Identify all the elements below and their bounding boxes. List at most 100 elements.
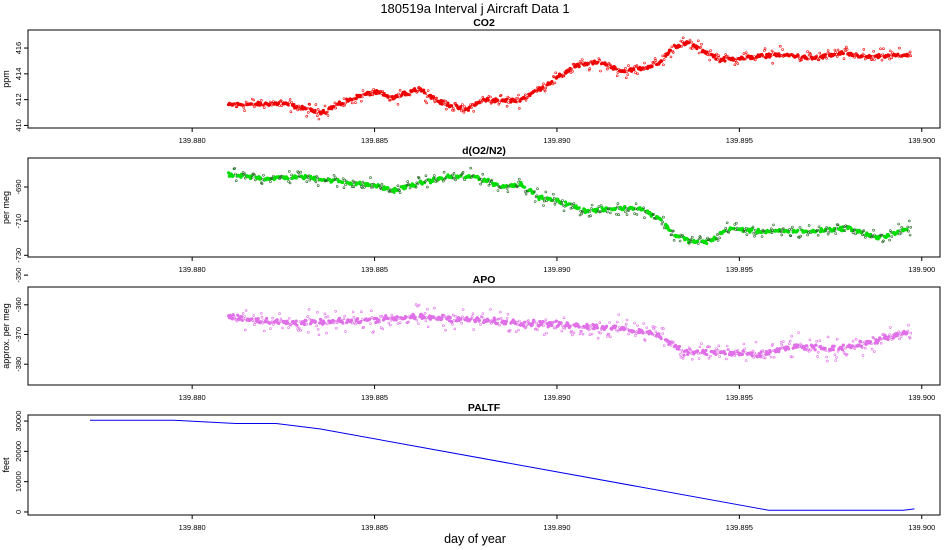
data-point (862, 48, 866, 51)
data-point (697, 237, 701, 241)
data-point (750, 354, 754, 358)
data-point (853, 347, 857, 350)
data-point (725, 221, 729, 225)
data-point (624, 210, 627, 214)
data-point (699, 46, 702, 49)
data-point (451, 322, 454, 326)
data-point (604, 63, 609, 67)
data-point (799, 234, 803, 238)
data-point (696, 39, 700, 43)
data-point (517, 319, 521, 323)
data-point (860, 346, 864, 350)
data-point (625, 70, 629, 73)
data-point (607, 332, 611, 336)
data-point (368, 317, 372, 321)
data-point (779, 230, 783, 234)
data-point (443, 315, 447, 319)
data-point (661, 54, 665, 58)
data-point (462, 110, 466, 114)
y-tick-label: -360 (14, 297, 23, 312)
data-point (743, 347, 746, 351)
data-point (544, 318, 548, 322)
data-point (395, 189, 399, 193)
data-point (279, 317, 283, 321)
data-point (505, 104, 509, 108)
data-point (723, 59, 727, 63)
data-point (287, 104, 290, 107)
data-point (560, 329, 564, 333)
data-point (781, 227, 785, 230)
data-point (881, 53, 885, 56)
data-point (887, 234, 891, 238)
data-point (496, 98, 500, 102)
data-point (287, 170, 291, 173)
data-point (344, 101, 347, 105)
data-point (753, 58, 757, 62)
data-point (824, 229, 828, 233)
data-point (744, 351, 747, 354)
data-point (689, 238, 693, 241)
data-point (627, 332, 630, 336)
data-point (677, 344, 682, 349)
data-point (633, 321, 636, 325)
data-point (372, 88, 375, 91)
data-point (617, 213, 621, 216)
data-point (682, 353, 686, 357)
data-point (271, 316, 275, 320)
data-point (860, 233, 864, 237)
x-tick-label: 139.900 (908, 136, 935, 145)
data-point (882, 47, 885, 51)
data-point (244, 176, 247, 180)
data-point (696, 242, 700, 245)
data-point (414, 186, 418, 189)
data-point (469, 166, 473, 170)
data-point (453, 327, 457, 331)
data-point (340, 180, 345, 185)
data-point (269, 101, 273, 105)
data-point (733, 354, 737, 357)
data-point (313, 108, 317, 113)
data-point (880, 337, 884, 341)
data-point (842, 57, 846, 61)
data-point (818, 339, 822, 343)
data-point (334, 106, 337, 110)
data-point (341, 322, 345, 325)
y-tick-label: 410 (14, 119, 23, 132)
panel-1: CO2 ppm 139.880 139.885 139.890 139.895 139.90… (1, 17, 941, 145)
data-point (907, 229, 910, 233)
data-point (827, 230, 831, 234)
data-point (882, 239, 885, 243)
data-point (608, 321, 611, 324)
data-point (489, 95, 492, 99)
data-point (908, 233, 912, 237)
data-point (652, 327, 655, 331)
x-tick-label: 139.885 (361, 393, 388, 402)
data-point (506, 312, 510, 316)
data-point (423, 180, 427, 183)
data-point (580, 329, 583, 333)
data-point (634, 202, 638, 205)
data-point (463, 105, 466, 108)
data-point (660, 60, 664, 63)
data-point (813, 348, 817, 352)
data-point (424, 174, 428, 177)
data-point (832, 53, 836, 57)
data-point (909, 331, 913, 335)
data-point (825, 52, 829, 55)
data-point (717, 344, 721, 348)
data-point (713, 349, 717, 353)
data-point (780, 343, 784, 347)
data-point (844, 346, 847, 350)
data-point (369, 309, 373, 313)
data-point (360, 99, 363, 103)
data-point (369, 322, 372, 325)
data-point (435, 96, 438, 100)
data-point (498, 310, 502, 314)
data-point (578, 332, 582, 336)
data-point (504, 319, 509, 324)
data-point (252, 98, 255, 102)
data-point (297, 329, 300, 332)
data-point (369, 93, 373, 96)
data-point (533, 320, 536, 323)
data-point (825, 355, 828, 359)
